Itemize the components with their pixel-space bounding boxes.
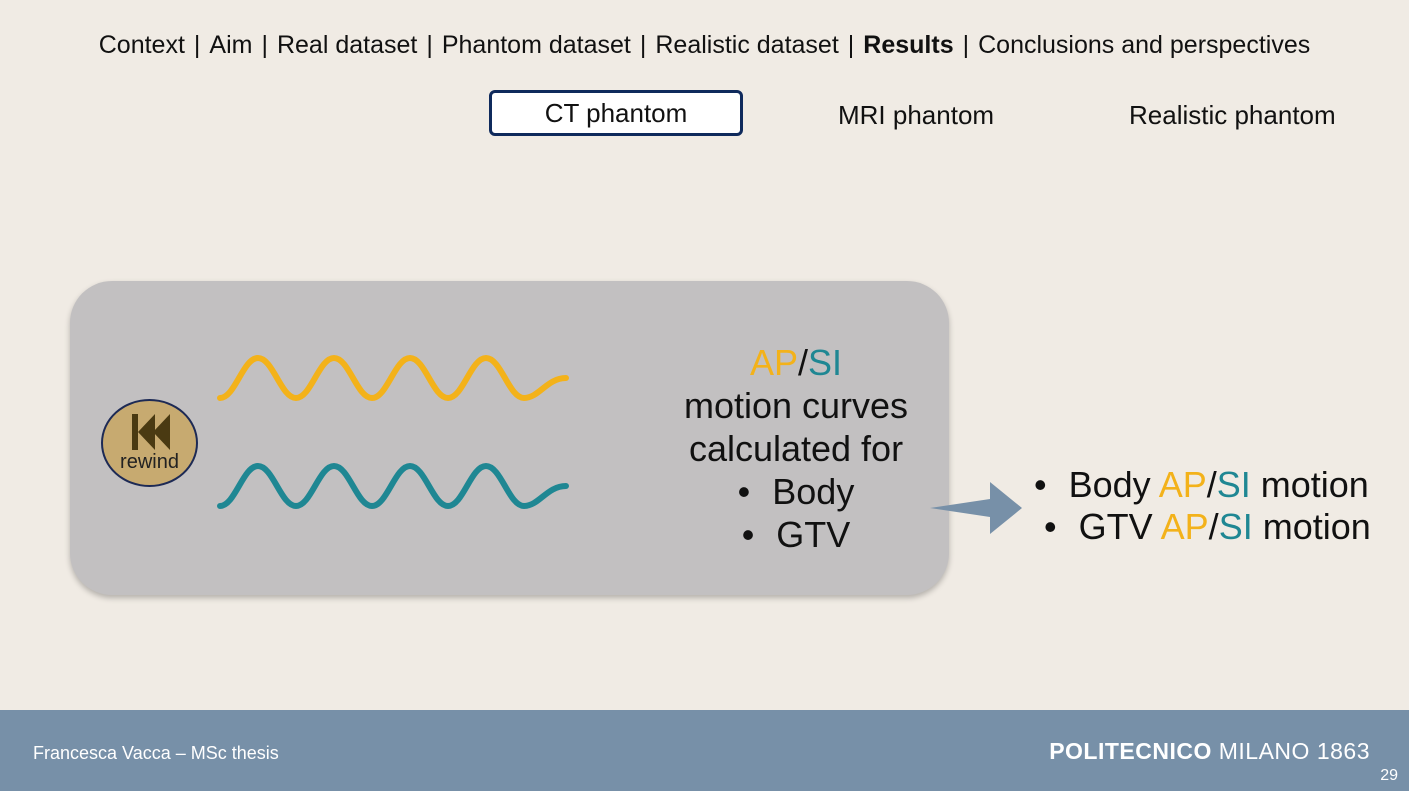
rewind-label: rewind: [120, 451, 179, 473]
arrow-right-icon: [930, 482, 1022, 534]
tab-realistic-label: Realistic phantom: [1129, 100, 1336, 130]
motion-panel: [70, 281, 949, 595]
panel-line-1: motion curves: [683, 385, 909, 426]
result-body-motion: • Body AP/SI motion: [1034, 464, 1369, 505]
footer: Francesca Vacca – MSc thesis POLITECNICO…: [0, 710, 1409, 791]
university-logo: POLITECNICO MILANO 1863: [1049, 738, 1370, 764]
nav-real-dataset[interactable]: Real dataset: [276, 31, 418, 59]
rewind-button[interactable]: rewind: [101, 399, 198, 487]
ap-wave: [217, 354, 569, 402]
page-number: 29: [1380, 767, 1398, 784]
tab-mri-phantom[interactable]: MRI phantom: [838, 100, 994, 131]
footer-author: Francesca Vacca – MSc thesis: [33, 743, 279, 763]
ap-si-heading: AP/SI: [749, 342, 843, 383]
tab-ct-label: CT phantom: [544, 97, 688, 128]
panel-line-2: calculated for: [688, 428, 904, 469]
si-wave: [217, 462, 569, 510]
nav-realistic-dataset[interactable]: Realistic dataset: [655, 31, 839, 59]
nav-context[interactable]: Context: [98, 31, 185, 59]
tab-realistic-phantom[interactable]: Realistic phantom: [1129, 100, 1336, 131]
tab-mri-label: MRI phantom: [838, 100, 995, 130]
panel-description: AP/SI motion curves calculated for • Body…: [650, 341, 942, 556]
nav-phantom-dataset[interactable]: Phantom dataset: [441, 31, 631, 59]
nav-results[interactable]: Results: [863, 31, 954, 59]
panel-bullet-body: • Body: [737, 471, 855, 512]
panel-bullet-gtv: • GTV: [741, 514, 851, 555]
nav-aim[interactable]: Aim: [209, 31, 253, 59]
section-nav: Context | Aim | Real dataset | Phantom dataset…: [98, 31, 1311, 59]
motion-curves: [217, 354, 569, 510]
result-gtv-motion: • GTV AP/SI motion: [1044, 506, 1371, 547]
tab-ct-phantom[interactable]: CT phantom: [489, 90, 743, 136]
nav-conclusions[interactable]: Conclusions and perspectives: [978, 31, 1311, 59]
rewind-icon: [132, 414, 170, 450]
